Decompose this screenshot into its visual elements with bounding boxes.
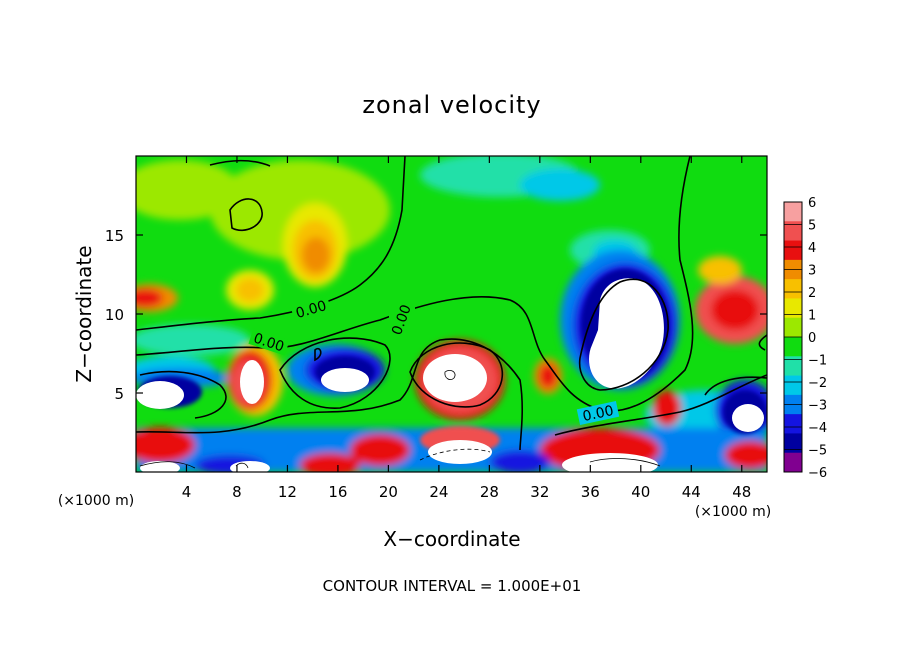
x-tick-label: 40 <box>631 483 650 501</box>
colorbar-label: −5 <box>808 444 827 459</box>
y-axis-label: Z−coordinate <box>72 245 96 382</box>
colorbar-label: −4 <box>808 421 827 436</box>
x-tick-label: 32 <box>530 483 549 501</box>
x-tick-label: 20 <box>379 483 398 501</box>
colorbar-label: 5 <box>808 219 816 234</box>
colorbar-label: 4 <box>808 241 816 256</box>
x-tick-label: 24 <box>429 483 448 501</box>
chart-title: zonal velocity <box>362 91 541 119</box>
contour-interval-footer: CONTOUR INTERVAL = 1.000E+01 <box>323 577 582 595</box>
x-unit-right: (×1000 m) <box>695 504 771 520</box>
colorbar-swatch <box>784 240 802 261</box>
colorbar-swatch <box>784 337 802 357</box>
x-axis-label: X−coordinate <box>383 527 520 551</box>
colorbar-swatch <box>784 452 802 473</box>
y-tick-label: 5 <box>114 385 124 403</box>
x-tick-label: 4 <box>182 483 192 501</box>
colorbar-label: −6 <box>808 466 827 481</box>
colorbar-swatch <box>784 298 802 319</box>
colorbar-swatch <box>784 202 802 222</box>
colorbar-swatch <box>784 356 802 377</box>
colorbar-swatch <box>784 221 802 242</box>
x-tick-label: 16 <box>328 483 347 501</box>
colorbar-label: 0 <box>808 331 816 346</box>
colorbar-swatch <box>784 375 802 396</box>
colorbar-label: 1 <box>808 309 816 324</box>
x-tick-label: 12 <box>278 483 297 501</box>
colorbar: 6 5 4 3 2 1 0 −1 −2 −3 −4 −5 −6 <box>783 196 827 481</box>
colorbar-swatch <box>784 279 802 299</box>
y-axis: 5 10 15 <box>105 227 767 403</box>
x-unit-left: (×1000 m) <box>58 493 134 509</box>
x-tick-label: 28 <box>480 483 499 501</box>
colorbar-label: −1 <box>808 354 827 369</box>
contour-label: 0.00 <box>581 403 615 425</box>
colorbar-swatch <box>784 414 802 434</box>
colorbar-label: −2 <box>808 376 827 391</box>
colorbar-label: 6 <box>808 196 816 211</box>
colorbar-swatch <box>784 317 802 338</box>
y-tick-label: 15 <box>105 227 124 245</box>
colorbar-swatch <box>784 433 802 454</box>
x-tick-label: 8 <box>232 483 242 501</box>
x-tick-label: 48 <box>732 483 751 501</box>
x-axis: 4 8 12 16 20 24 28 32 36 40 44 48 <box>182 156 751 501</box>
x-tick-label: 44 <box>682 483 701 501</box>
colorbar-label: 2 <box>808 286 816 301</box>
colorbar-label: 3 <box>808 264 816 279</box>
colorbar-label: −3 <box>808 399 827 414</box>
x-tick-label: 36 <box>581 483 600 501</box>
velocity-field: 0.00 0.00 0.00 0.00 <box>136 156 767 472</box>
y-tick-label: 10 <box>105 306 124 324</box>
